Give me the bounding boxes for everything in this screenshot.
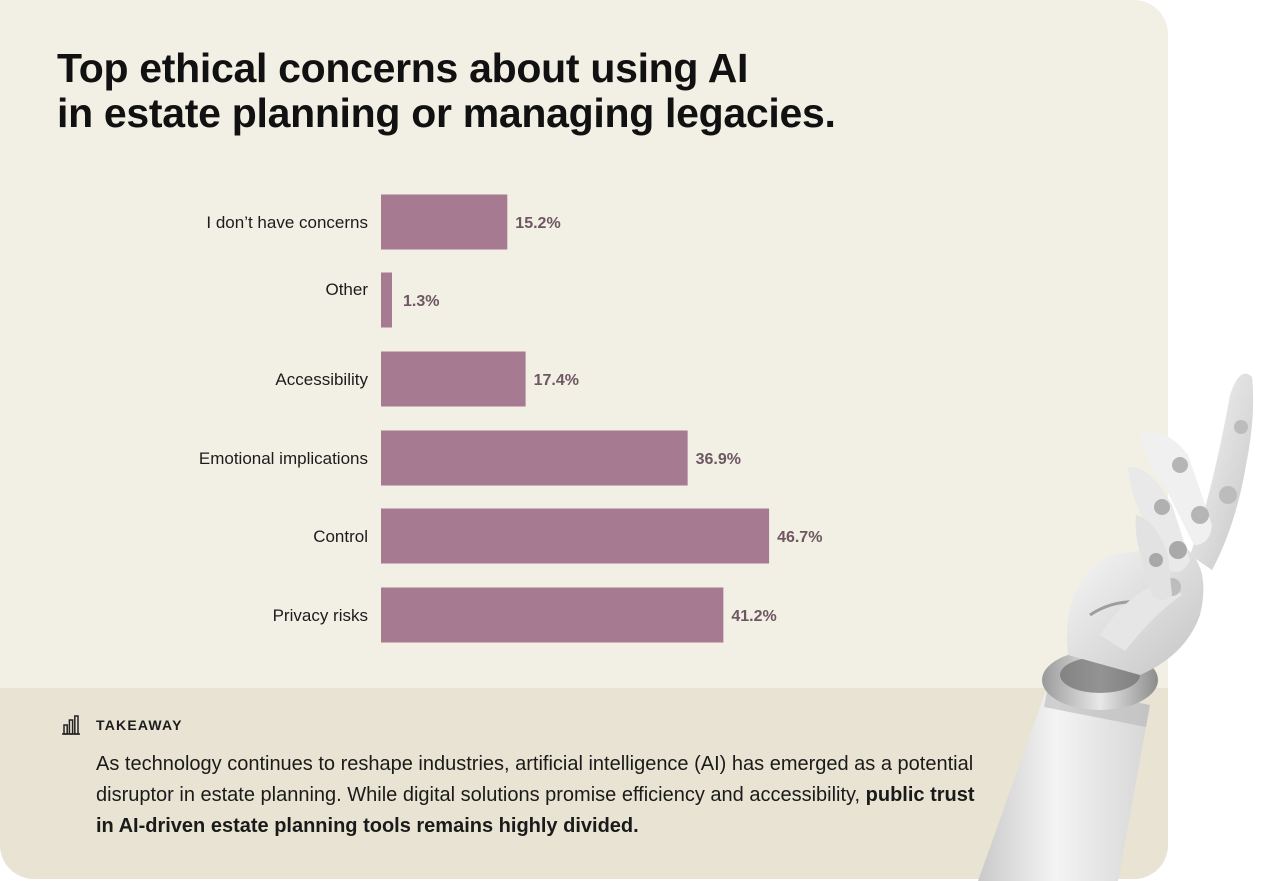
bar-1 [381, 272, 392, 328]
page-title: Top ethical concerns about using AI in e… [57, 46, 957, 136]
takeaway-text-plain: As technology continues to reshape indus… [96, 753, 974, 806]
value-label-4: 46.7% [777, 529, 822, 546]
title-line-1: Top ethical concerns about using AI [57, 45, 749, 91]
robotic-hand-illustration [978, 373, 1254, 881]
category-label-3: Emotional implications [199, 449, 368, 468]
bar-4 [381, 508, 770, 564]
bar-chart-icon [62, 715, 80, 735]
bar-chart: I don’t have concerns 15.2% Other 1.3% Acces… [199, 194, 822, 643]
takeaway-text: As technology continues to reshape indus… [96, 749, 976, 842]
takeaway-header: TAKEAWAY [60, 714, 183, 736]
takeaway-text-bold: public trust in AI-driven estate plannin… [96, 784, 975, 837]
bar-5 [381, 587, 724, 643]
chart-card: Top ethical concerns about using AI in e… [0, 0, 1168, 879]
value-label-3: 36.9% [696, 451, 741, 468]
value-label-0: 15.2% [515, 215, 560, 232]
category-label-0: I don’t have concerns [206, 213, 368, 232]
value-label-2: 17.4% [534, 372, 579, 389]
category-label-2: Accessibility [275, 370, 368, 389]
category-label-5: Privacy risks [273, 606, 368, 625]
category-label-4: Control [313, 527, 368, 546]
value-label-5: 41.2% [731, 608, 776, 625]
value-label-1: 1.3% [403, 293, 439, 310]
title-line-2: in estate planning or managing legacies. [57, 90, 836, 136]
bar-2 [381, 351, 526, 407]
takeaway-section: TAKEAWAY As technology continues to resh… [0, 688, 1168, 879]
takeaway-label: TAKEAWAY [96, 717, 183, 733]
bar-3 [381, 430, 688, 486]
category-label-1: Other [325, 280, 368, 299]
bar-0 [381, 194, 508, 250]
